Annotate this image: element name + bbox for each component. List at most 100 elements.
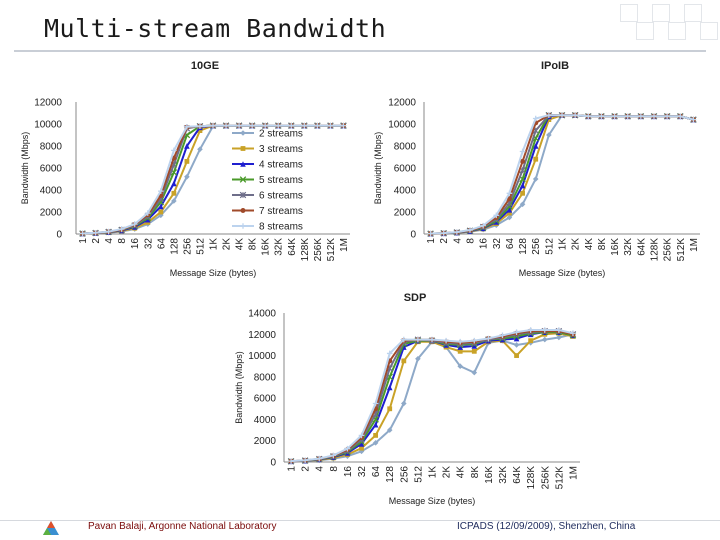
data-point	[457, 338, 463, 345]
data-point	[144, 210, 151, 216]
data-point	[401, 358, 407, 364]
data-point	[158, 209, 164, 215]
data-point	[690, 116, 697, 123]
series-line	[430, 114, 694, 235]
x-tick-label: 4K	[456, 466, 467, 479]
y-tick-label: 12000	[248, 330, 276, 341]
series-3-streams	[428, 112, 696, 237]
legend-marker	[240, 161, 246, 167]
data-point	[457, 363, 463, 370]
series-line	[291, 332, 574, 463]
data-point	[638, 113, 644, 120]
data-point	[533, 156, 539, 162]
legend-label: 6 streams	[259, 191, 303, 202]
decorative-squares	[600, 0, 720, 48]
data-point	[585, 113, 592, 120]
series-line	[82, 124, 344, 235]
data-point	[262, 122, 268, 129]
series-6-streams	[79, 122, 347, 237]
legend-label: 3 streams	[259, 144, 303, 155]
x-axis-title: Message Size (bytes)	[519, 268, 606, 278]
series-line	[430, 114, 694, 235]
data-point	[210, 122, 216, 129]
data-point	[386, 350, 393, 357]
x-tick-label: 2	[91, 238, 102, 244]
chart-legend: 2 streams 3 streams 4 streams 5 streams 6 st…	[232, 129, 303, 233]
footer-presenter: Pavan Balaji, Argonne National Laborator…	[88, 521, 277, 532]
x-tick-label: 4	[315, 466, 326, 472]
series-3-streams	[80, 123, 346, 237]
x-tick-label: 1M	[339, 238, 350, 252]
y-tick-label: 0	[410, 230, 416, 241]
data-point	[92, 229, 99, 236]
data-point	[506, 214, 513, 221]
series-4-streams	[427, 112, 697, 237]
x-axis-title: Message Size (bytes)	[170, 268, 257, 278]
data-point	[556, 327, 562, 333]
x-tick-label: 256	[182, 238, 193, 255]
y-tick-label: 8000	[254, 372, 277, 383]
x-tick-label: 1K	[428, 466, 439, 479]
series-6-streams	[287, 327, 577, 465]
y-tick-label: 10000	[34, 120, 62, 131]
data-point	[493, 212, 500, 219]
data-point	[598, 113, 605, 120]
series-line	[291, 333, 574, 463]
y-tick-label: 8000	[394, 142, 417, 153]
y-axis-title: Bandwidth (Mbps)	[373, 132, 383, 205]
data-point	[171, 147, 177, 154]
series-line	[291, 331, 574, 463]
x-tick-label: 256K	[540, 466, 551, 490]
data-point	[131, 221, 138, 227]
data-point	[288, 458, 294, 464]
x-tick-label: 32	[357, 466, 368, 478]
data-point	[340, 122, 347, 129]
y-tick-label: 12000	[388, 98, 416, 109]
data-point	[429, 336, 435, 343]
data-point	[386, 384, 393, 391]
x-tick-label: 8	[466, 238, 477, 244]
x-tick-label: 256	[399, 466, 410, 483]
data-point	[457, 348, 463, 354]
x-tick-label: 16K	[261, 238, 272, 256]
x-tick-label: 1K	[558, 238, 569, 251]
x-tick-label: 16	[479, 238, 490, 250]
legend-label: 5 streams	[259, 175, 303, 186]
data-point	[532, 176, 539, 182]
series-line	[82, 124, 344, 235]
x-tick-label: 32	[492, 238, 503, 250]
x-tick-label: 8K	[470, 466, 481, 479]
data-point	[513, 342, 520, 348]
data-point	[528, 338, 534, 344]
y-tick-label: 6000	[394, 164, 417, 175]
data-point	[506, 207, 513, 213]
data-point	[480, 222, 486, 229]
legend-label: 2 streams	[259, 129, 303, 140]
data-point	[532, 115, 539, 122]
data-point	[415, 355, 421, 362]
x-tick-label: 64K	[287, 238, 298, 256]
series-7-streams	[80, 123, 346, 237]
data-point	[572, 112, 578, 118]
y-tick-label: 4000	[40, 186, 63, 197]
x-tick-label: 2K	[571, 238, 582, 251]
x-tick-label: 8	[117, 238, 128, 244]
data-point	[184, 123, 190, 130]
series-6-streams	[427, 111, 697, 237]
series-line	[82, 124, 344, 235]
y-tick-label: 2000	[394, 208, 417, 219]
data-point	[527, 327, 534, 333]
data-point	[611, 113, 618, 120]
data-point	[171, 190, 177, 196]
x-tick-label: 8K	[597, 238, 608, 251]
data-point	[541, 336, 548, 343]
y-tick-label: 6000	[254, 394, 277, 405]
data-point	[197, 128, 203, 133]
data-point	[314, 122, 321, 129]
x-tick-label: 1M	[689, 238, 700, 252]
y-axis-title: Bandwidth (Mbps)	[20, 132, 30, 205]
legend-label: 4 streams	[259, 160, 303, 171]
x-tick-label: 512	[195, 238, 206, 255]
